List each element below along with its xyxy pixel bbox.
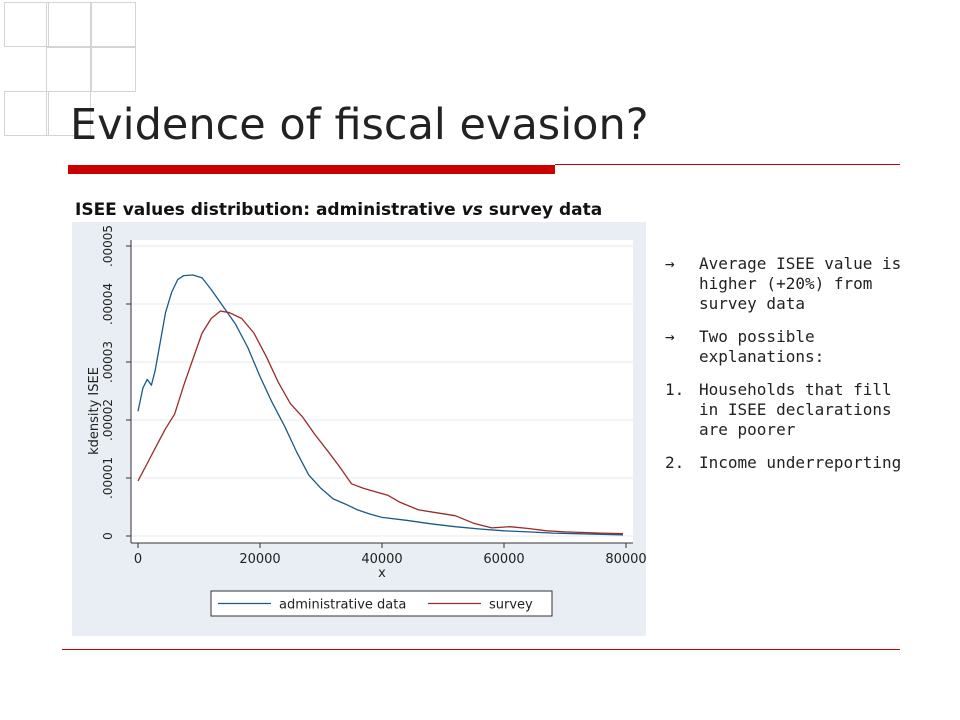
bullet-item: 1. Households that fill in ISEE declarati… [665, 380, 905, 440]
series-line-survey [137, 310, 624, 535]
bullet-marker: 1. [665, 380, 685, 399]
plot-area [131, 240, 633, 543]
x-tick-label: 40000 [361, 552, 402, 567]
y-tick-label: .00004 [101, 283, 115, 325]
bullet-item: → Average ISEE value is higher (+20%) fro… [665, 254, 905, 314]
y-tick-label: .00005 [101, 225, 115, 267]
slide-title: Evidence of fiscal evasion? [70, 100, 649, 150]
chart-caption: ISEE values distribution: administrative… [75, 200, 602, 220]
series-line-administrative [137, 274, 624, 536]
decor-square [4, 2, 49, 47]
bullet-text: Two possible explanations: [699, 327, 825, 366]
y-tick-label: 0 [101, 532, 115, 540]
x-tick-label: 60000 [483, 552, 524, 567]
caption-vs: vs [461, 200, 483, 220]
caption-suffix: survey data [482, 200, 603, 220]
bullet-item: 2. Income underreporting [665, 453, 905, 473]
y-tick-label: .00003 [101, 341, 115, 383]
bullet-marker: → [665, 327, 675, 346]
title-underline [68, 165, 555, 174]
decor-square [46, 47, 91, 92]
bullet-list: → Average ISEE value is higher (+20%) fro… [665, 254, 905, 486]
bullet-text: Average ISEE value is higher (+20%) from… [699, 254, 902, 313]
y-tick-label: .00001 [101, 457, 115, 499]
x-axis-label: x [378, 566, 386, 581]
bullet-item: → Two possible explanations: [665, 327, 905, 367]
density-chart-svg: 0 .00001 .00002 .00003 .00004 .00005 0 20000 400… [72, 222, 647, 636]
x-tick-label: 80000 [605, 552, 646, 567]
y-axis-label: kdensity ISEE [87, 367, 102, 455]
legend-label: administrative data [279, 598, 406, 613]
bullet-text: Households that fill in ISEE declaration… [699, 380, 892, 439]
decor-square [4, 91, 49, 136]
bullet-marker: → [665, 254, 675, 273]
title-rule [555, 164, 900, 165]
decor-square [91, 47, 136, 92]
x-tick-label: 0 [134, 552, 142, 567]
decor-square [46, 2, 91, 47]
caption-prefix: ISEE values distribution: administrative [75, 200, 462, 220]
bottom-rule [62, 649, 900, 650]
legend-label: survey [489, 598, 533, 613]
decor-square [46, 91, 91, 136]
x-tick-label: 20000 [239, 552, 280, 567]
bullet-text: Income underreporting [699, 453, 902, 472]
decor-square [91, 2, 136, 47]
density-chart: 0 .00001 .00002 .00003 .00004 .00005 0 20000 400… [72, 222, 647, 636]
y-tick-label: .00002 [101, 399, 115, 441]
bullet-marker: 2. [665, 453, 685, 472]
